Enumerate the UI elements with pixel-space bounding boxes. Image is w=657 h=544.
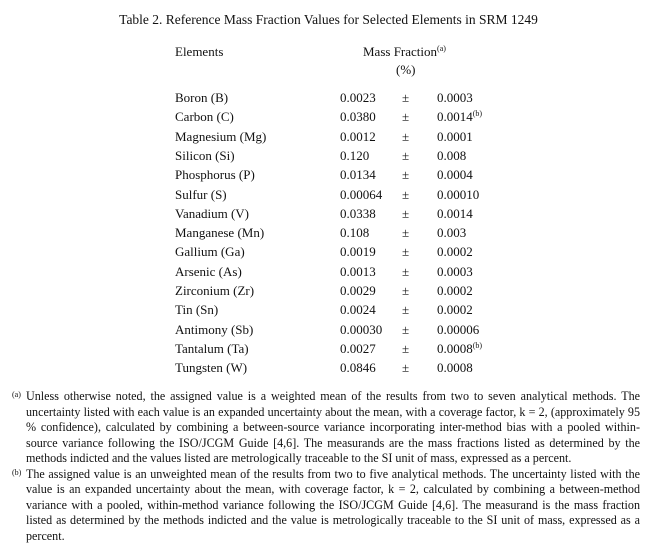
plus-minus: ± bbox=[402, 129, 409, 145]
element-name: Gallium (Ga) bbox=[175, 244, 245, 260]
plus-minus: ± bbox=[402, 206, 409, 222]
header-mass-fraction: Mass Fraction(a) bbox=[363, 44, 446, 60]
element-name: Manganese (Mn) bbox=[175, 225, 264, 241]
footnote-text: The assigned value is an unweighted mean… bbox=[26, 467, 640, 543]
element-name: Zirconium (Zr) bbox=[175, 283, 254, 299]
plus-minus: ± bbox=[402, 283, 409, 299]
uncertainty-value: 0.0001 bbox=[437, 129, 473, 145]
header-elements: Elements bbox=[175, 44, 223, 60]
mass-fraction-value: 0.0338 bbox=[340, 206, 376, 222]
table-row: Magnesium (Mg) 0.0012 ±0.0001 bbox=[0, 129, 657, 148]
table-row: Boron (B) 0.0023 ±0.0003 bbox=[0, 90, 657, 109]
plus-minus: ± bbox=[402, 341, 409, 357]
uncertainty-value: 0.008 bbox=[437, 148, 466, 164]
mass-fraction-value: 0.0019 bbox=[340, 244, 376, 260]
mass-fraction-value: 0.00030 bbox=[340, 322, 382, 338]
table-row: Zirconium (Zr) 0.0029 ±0.0002 bbox=[0, 283, 657, 302]
footnotes: (a) Unless otherwise noted, the assigned … bbox=[12, 389, 640, 544]
table-row: Tantalum (Ta) 0.0027 ±0.0008(b) bbox=[0, 341, 657, 360]
mass-fraction-value: 0.00064 bbox=[340, 187, 382, 203]
table-row: Tin (Sn) 0.0024 ±0.0002 bbox=[0, 302, 657, 321]
plus-minus: ± bbox=[402, 148, 409, 164]
plus-minus: ± bbox=[402, 225, 409, 241]
footnote-ref: (a) bbox=[437, 44, 446, 53]
uncertainty-value: 0.0003 bbox=[437, 264, 473, 280]
uncertainty-value: 0.0002 bbox=[437, 283, 473, 299]
footnote-a: (a) Unless otherwise noted, the assigned … bbox=[12, 389, 640, 467]
table-row: Carbon (C) 0.0380 ±0.0014(b) bbox=[0, 109, 657, 128]
table-row: Silicon (Si) 0.120 ±0.008 bbox=[0, 148, 657, 167]
table-row: Gallium (Ga) 0.0019 ±0.0002 bbox=[0, 244, 657, 263]
uncertainty-text: 0.0008 bbox=[437, 341, 473, 356]
element-name: Boron (B) bbox=[175, 90, 228, 106]
plus-minus: ± bbox=[402, 360, 409, 376]
uncertainty-value: 0.0014(b) bbox=[437, 109, 482, 125]
plus-minus: ± bbox=[402, 322, 409, 338]
table-row: Arsenic (As) 0.0013 ±0.0003 bbox=[0, 264, 657, 283]
table-title: Table 2. Reference Mass Fraction Values … bbox=[0, 12, 657, 28]
element-name: Phosphorus (P) bbox=[175, 167, 255, 183]
mass-fraction-value: 0.0134 bbox=[340, 167, 376, 183]
mass-fraction-value: 0.0013 bbox=[340, 264, 376, 280]
mass-fraction-value: 0.0023 bbox=[340, 90, 376, 106]
element-name: Magnesium (Mg) bbox=[175, 129, 266, 145]
mass-fraction-value: 0.0846 bbox=[340, 360, 376, 376]
element-name: Silicon (Si) bbox=[175, 148, 235, 164]
mass-fraction-value: 0.0024 bbox=[340, 302, 376, 318]
uncertainty-value: 0.0008 bbox=[437, 360, 473, 376]
plus-minus: ± bbox=[402, 302, 409, 318]
mass-fraction-value: 0.120 bbox=[340, 148, 369, 164]
element-name: Tin (Sn) bbox=[175, 302, 218, 318]
table-row: Phosphorus (P) 0.0134 ±0.0004 bbox=[0, 167, 657, 186]
element-name: Sulfur (S) bbox=[175, 187, 227, 203]
plus-minus: ± bbox=[402, 264, 409, 280]
element-name: Vanadium (V) bbox=[175, 206, 249, 222]
uncertainty-value: 0.0004 bbox=[437, 167, 473, 183]
plus-minus: ± bbox=[402, 187, 409, 203]
plus-minus: ± bbox=[402, 244, 409, 260]
footnote-marker: (a) bbox=[12, 389, 21, 401]
element-name: Tantalum (Ta) bbox=[175, 341, 249, 357]
footnote-marker: (b) bbox=[12, 467, 21, 479]
table-row: Manganese (Mn) 0.108 ±0.003 bbox=[0, 225, 657, 244]
uncertainty-value: 0.0002 bbox=[437, 302, 473, 318]
uncertainty-value: 0.0014 bbox=[437, 206, 473, 222]
plus-minus: ± bbox=[402, 90, 409, 106]
element-name: Arsenic (As) bbox=[175, 264, 242, 280]
footnote-ref: (b) bbox=[473, 341, 482, 350]
mass-fraction-value: 0.108 bbox=[340, 225, 369, 241]
footnote-ref: (b) bbox=[473, 109, 482, 118]
table-row: Sulfur (S) 0.00064 ±0.00010 bbox=[0, 187, 657, 206]
element-name: Antimony (Sb) bbox=[175, 322, 253, 338]
table-row: Antimony (Sb) 0.00030 ±0.00006 bbox=[0, 322, 657, 341]
uncertainty-value: 0.0003 bbox=[437, 90, 473, 106]
mass-fraction-value: 0.0027 bbox=[340, 341, 376, 357]
footnote-b: (b) The assigned value is an unweighted m… bbox=[12, 467, 640, 544]
table-row: Tungsten (W) 0.0846 ±0.0008 bbox=[0, 360, 657, 379]
uncertainty-value: 0.0002 bbox=[437, 244, 473, 260]
plus-minus: ± bbox=[402, 109, 409, 125]
element-name: Tungsten (W) bbox=[175, 360, 247, 376]
header-unit: (%) bbox=[396, 62, 416, 78]
mass-fraction-value: 0.0012 bbox=[340, 129, 376, 145]
header-mass-fraction-label: Mass Fraction bbox=[363, 44, 437, 59]
uncertainty-value: 0.00006 bbox=[437, 322, 479, 338]
uncertainty-text: 0.0014 bbox=[437, 109, 473, 124]
uncertainty-value: 0.00010 bbox=[437, 187, 479, 203]
plus-minus: ± bbox=[402, 167, 409, 183]
mass-fraction-value: 0.0380 bbox=[340, 109, 376, 125]
footnote-text: Unless otherwise noted, the assigned val… bbox=[26, 389, 640, 465]
uncertainty-value: 0.003 bbox=[437, 225, 466, 241]
element-name: Carbon (C) bbox=[175, 109, 234, 125]
table-row: Vanadium (V) 0.0338 ±0.0014 bbox=[0, 206, 657, 225]
uncertainty-value: 0.0008(b) bbox=[437, 341, 482, 357]
mass-fraction-value: 0.0029 bbox=[340, 283, 376, 299]
